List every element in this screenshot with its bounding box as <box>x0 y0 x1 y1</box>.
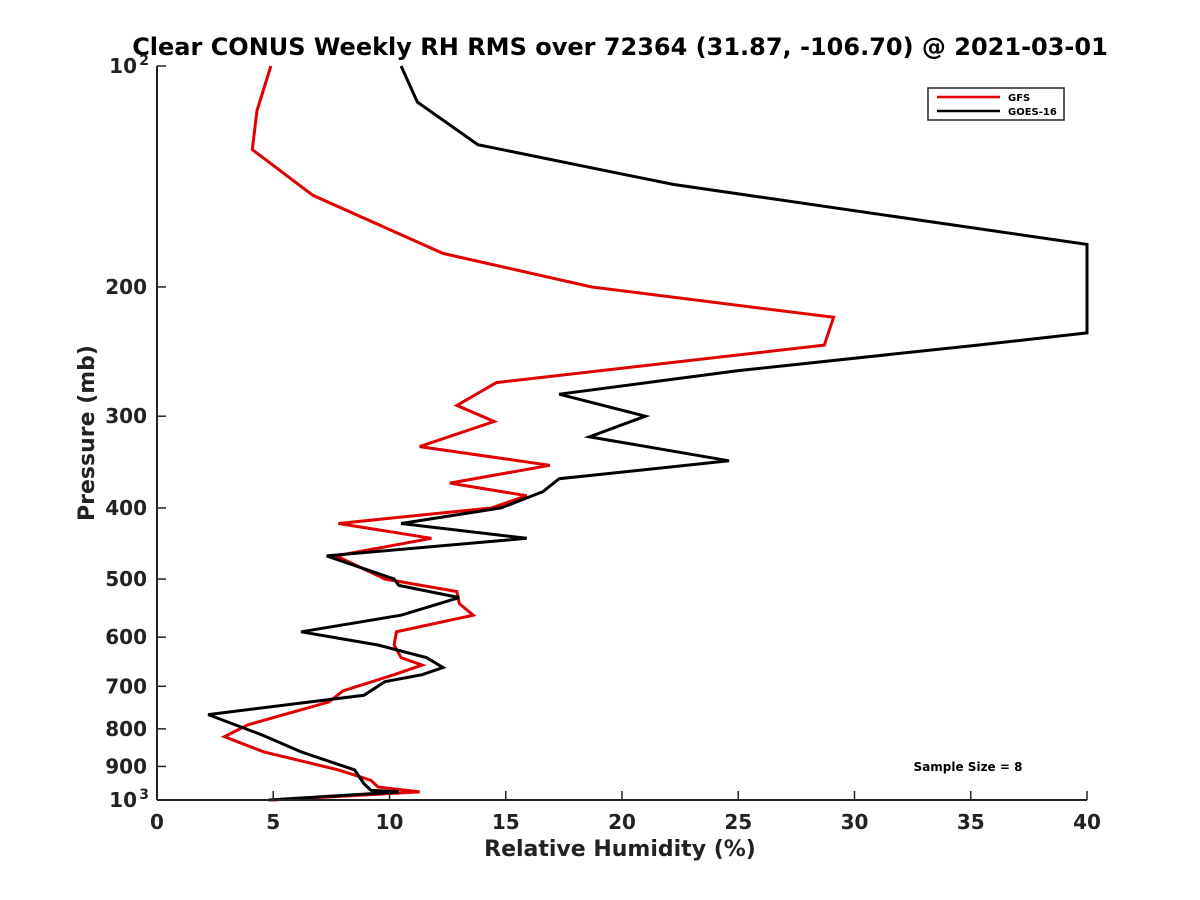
sample-size-annotation: Sample Size = 8 <box>914 760 1023 774</box>
x-tick-label: 30 <box>841 810 869 834</box>
y-tick-label: 300 <box>105 404 147 428</box>
x-tick-label: 20 <box>608 810 636 834</box>
x-tick-label: 5 <box>266 810 280 834</box>
legend: GFS GOES-16 <box>927 87 1065 121</box>
x-tick-label: 15 <box>492 810 520 834</box>
x-axis-ticks: 0 5 10 15 20 25 30 35 40 <box>150 791 1101 834</box>
y-tick-label: 900 <box>105 754 147 778</box>
series-line-goes-16 <box>207 65 1089 802</box>
y-tick-label: 10 <box>109 788 137 812</box>
x-axis-label: Relative Humidity (%) <box>484 837 756 862</box>
legend-box <box>927 87 1065 121</box>
y-axis-label: Pressure (mb) <box>75 345 100 521</box>
x-tick-label: 25 <box>724 810 752 834</box>
y-tick-label: 400 <box>105 496 147 520</box>
x-tick-label: 35 <box>957 810 985 834</box>
series-layer <box>207 65 1089 802</box>
x-tick-label: 10 <box>376 810 404 834</box>
y-tick-label: 10 <box>109 54 137 78</box>
y-tick-exponent: 2 <box>139 53 149 69</box>
legend-label-goes16: GOES-16 <box>1008 107 1057 118</box>
y-tick-label: 800 <box>105 717 147 741</box>
y-tick-label: 200 <box>105 275 147 299</box>
y-tick-exponent: 3 <box>139 787 149 803</box>
y-tick-label: 500 <box>105 567 147 591</box>
y-tick-label: 700 <box>105 674 147 698</box>
x-tick-label: 0 <box>150 810 164 834</box>
chart-title: Clear CONUS Weekly RH RMS over 72364 (31… <box>132 33 1108 61</box>
y-tick-label: 600 <box>105 625 147 649</box>
legend-label-gfs: GFS <box>1008 93 1030 104</box>
x-tick-label: 40 <box>1073 810 1101 834</box>
